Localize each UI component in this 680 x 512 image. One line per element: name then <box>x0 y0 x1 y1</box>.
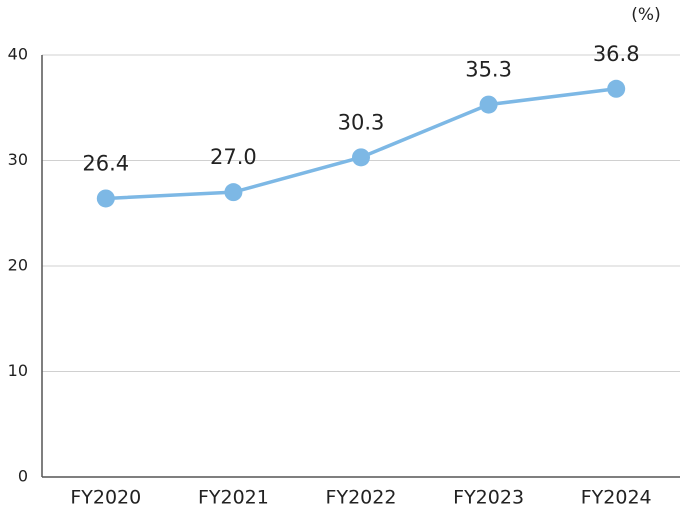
x-tick-label: FY2021 <box>198 487 269 509</box>
unit-label: (%) <box>631 5 660 25</box>
y-tick-label: 40 <box>8 45 28 64</box>
value-label: 30.3 <box>338 110 385 134</box>
value-label: 26.4 <box>82 151 129 175</box>
y-tick-label: 0 <box>18 467 28 486</box>
marker <box>224 183 243 202</box>
value-label: 35.3 <box>465 58 512 82</box>
line <box>105 87 617 201</box>
y-tick-label: 10 <box>8 361 28 380</box>
x-tick-label: FY2020 <box>70 487 141 509</box>
y-tick-label: 20 <box>8 256 28 275</box>
value-label: 36.8 <box>593 42 640 66</box>
marker <box>607 79 626 98</box>
value-label: 27.0 <box>210 145 257 169</box>
x-tick-label: FY2023 <box>453 487 524 509</box>
y-tick-label: 30 <box>8 150 28 169</box>
marker <box>96 189 115 208</box>
marker <box>352 148 370 167</box>
marker <box>479 95 498 114</box>
x-tick-label: FY2022 <box>326 487 397 509</box>
x-tick-label: FY2024 <box>581 487 652 509</box>
